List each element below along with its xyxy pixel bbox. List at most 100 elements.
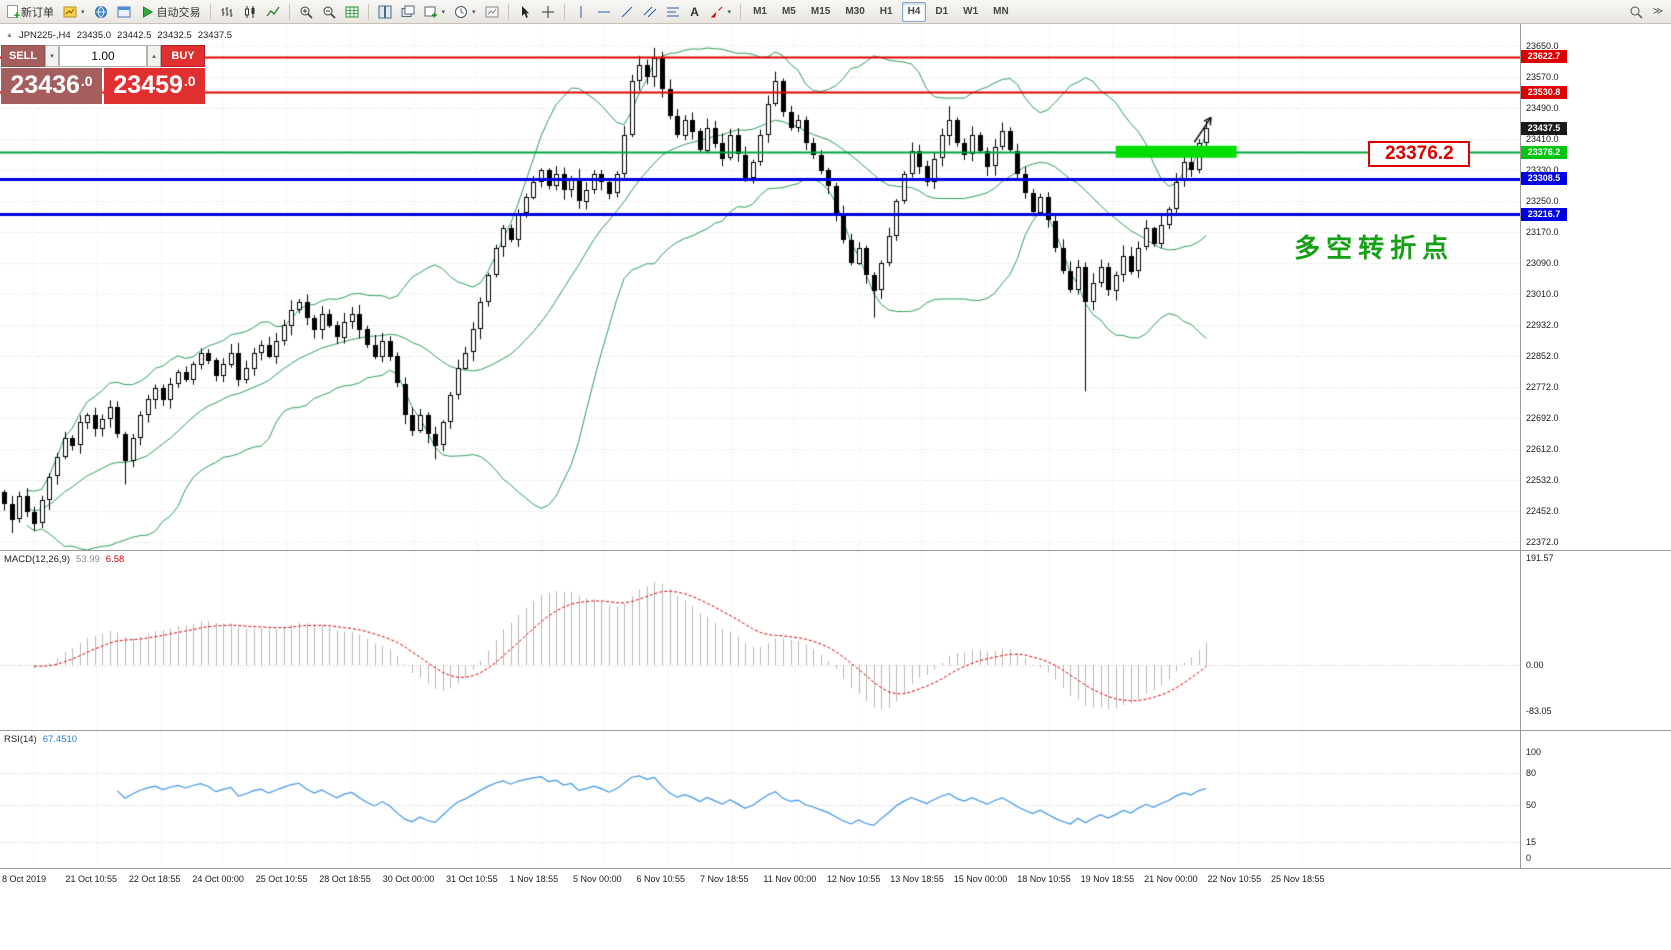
price-axis-label: 23170.0	[1526, 227, 1559, 238]
macd-panel-separator[interactable]	[0, 550, 1671, 551]
crosshair-button[interactable]	[537, 2, 559, 22]
volume-increase-button[interactable]: ▴	[147, 45, 161, 67]
symbol-label: JPN225-,H4	[18, 30, 71, 41]
ohlc-high: 23442.5	[117, 30, 152, 41]
rsi-name: RSI(14)	[4, 734, 37, 745]
sell-button[interactable]: SELL	[1, 45, 45, 67]
oneclick-trading-panel: SELL ▾ 1.00 ▴ BUY 23436 .0 23459 .0	[1, 45, 205, 104]
price-axis-label: 22452.0	[1526, 505, 1559, 516]
zoom-in-icon	[299, 5, 313, 19]
price-axis-label: 22932.0	[1526, 319, 1559, 330]
price-tag: 23437.5	[1521, 121, 1567, 135]
chart-ohlc-info: ▲ JPN225-,H4 23435.0 23442.5 23432.5 234…	[6, 30, 232, 41]
bar-chart-button[interactable]	[216, 2, 238, 22]
price-axis-label: 23410.0	[1526, 134, 1559, 145]
periods-button[interactable]: ▾	[450, 2, 480, 22]
trendline-icon	[620, 5, 634, 19]
new-chart-button[interactable]: ▾	[59, 2, 89, 22]
search-button[interactable]	[1625, 2, 1647, 22]
window-blue-icon	[117, 5, 131, 19]
cascade-windows-button[interactable]	[397, 2, 419, 22]
new-order-button-label: 新订单	[21, 6, 54, 19]
time-axis-label: 22 Nov 10:55	[1207, 874, 1262, 884]
price-tag: 23622.7	[1521, 50, 1567, 64]
arrows-button[interactable]: ▾	[706, 2, 736, 22]
dropdown-caret-icon: ▾	[472, 8, 476, 16]
refresh-chart-button[interactable]	[481, 2, 503, 22]
candlestick-chart-button[interactable]	[239, 2, 261, 22]
timeframe-m1-button[interactable]: M1	[753, 6, 767, 17]
tile-windows-button[interactable]	[374, 2, 396, 22]
buy-price-pips: .0	[183, 73, 196, 89]
timeframe-m5-button[interactable]: M5	[781, 6, 796, 17]
time-axis-label: 22 Oct 18:55	[128, 874, 181, 884]
rsi-panel-canvas[interactable]	[0, 731, 1520, 868]
time-axis-label: 30 Oct 00:00	[382, 874, 435, 884]
clock-icon	[454, 5, 468, 19]
buy-price-box[interactable]: 23459 .0	[104, 68, 205, 104]
expand-icon: ≫	[1652, 6, 1664, 17]
toolbar-separator	[507, 3, 509, 20]
oneclick-collapse-arrow[interactable]: ▲	[6, 32, 13, 39]
volume-input[interactable]: 1.00	[59, 45, 147, 67]
timeframe-w1-button[interactable]: W1	[963, 6, 979, 17]
price-tag: 23308.5	[1521, 172, 1567, 186]
timeframe-d1-button[interactable]: D1	[935, 6, 949, 17]
time-axis-label: 31 Oct 10:55	[446, 874, 498, 884]
pointer-icon	[518, 5, 532, 19]
zoom-out-button[interactable]	[318, 2, 340, 22]
pivot-point-label[interactable]: 多空转折点	[1294, 233, 1455, 264]
rsi-axis-label: 0	[1526, 853, 1532, 863]
indicators-button[interactable]	[341, 2, 363, 22]
autotrading-button[interactable]: 自动交易	[136, 2, 205, 22]
price-tag: 23530.8	[1521, 85, 1567, 99]
time-axis-label: 11 Nov 00:00	[763, 874, 817, 884]
buy-button[interactable]: BUY	[161, 45, 205, 67]
horizontal-line-button[interactable]	[593, 2, 615, 22]
more-tools-button[interactable]: ≫	[1648, 2, 1668, 22]
zoom-in-button[interactable]	[295, 2, 317, 22]
timeframe-h1-button[interactable]: H1	[879, 6, 893, 17]
line-chart-button[interactable]	[262, 2, 284, 22]
new-order-icon	[7, 5, 20, 22]
trendline-button[interactable]	[616, 2, 638, 22]
timeframe-mn-button[interactable]: MN	[993, 6, 1009, 17]
time-axis-label: 24 Oct 00:00	[192, 874, 244, 884]
timeframe-h4-button[interactable]: H4	[901, 1, 927, 22]
dropdown-caret-icon: ▾	[727, 8, 732, 16]
time-axis-label: 25 Nov 18:55	[1271, 874, 1325, 884]
globe-blue-icon	[94, 5, 108, 19]
price-callout-box[interactable]: 23376.2	[1368, 140, 1471, 168]
chart-window: ▲ JPN225-,H4 23435.0 23442.5 23432.5 234…	[0, 24, 1671, 950]
time-axis-label: 21 Oct 10:55	[65, 874, 117, 884]
data-window-button[interactable]	[113, 2, 135, 22]
price-axis-label: 22852.0	[1526, 350, 1559, 361]
zoom-out-icon	[322, 5, 336, 19]
cursor-button[interactable]	[514, 2, 536, 22]
play-green-icon	[140, 5, 154, 19]
chart-gray-icon	[485, 5, 499, 19]
macd-panel-canvas[interactable]	[0, 551, 1520, 729]
main-toolbar: 新订单 ▾ 自动交易 ▾ ▾ A ▾ M1 M5 M15 M30 H1 H4 D1 W1 MN ≫	[0, 0, 1671, 24]
rsi-axis-label: 80	[1526, 768, 1537, 779]
macd-axis-label: -83.05	[1526, 706, 1552, 717]
channel-button[interactable]	[639, 2, 661, 22]
volume-decrease-button[interactable]: ▾	[45, 45, 59, 67]
price-chart-canvas[interactable]	[0, 24, 1520, 550]
text-button[interactable]: A	[685, 2, 705, 22]
sell-price-box[interactable]: 23436 .0	[1, 68, 102, 104]
rsi-panel-separator[interactable]	[0, 730, 1671, 731]
profiles-button[interactable]	[90, 2, 112, 22]
macd-main-value: 53.99	[76, 554, 100, 565]
templates-button[interactable]: ▾	[420, 2, 450, 22]
timeframe-m15-button[interactable]: M15	[810, 6, 831, 17]
new-order-button[interactable]: 新订单	[3, 2, 58, 22]
toolbar-separator	[563, 3, 565, 20]
rsi-axis-label: 15	[1526, 837, 1537, 848]
macd-axis-label: 0.00	[1526, 660, 1544, 670]
chart-plus-icon	[424, 5, 438, 19]
timeframe-m30-button[interactable]: M30	[845, 6, 865, 17]
fibonacci-button[interactable]	[662, 2, 684, 22]
vertical-line-button[interactable]	[570, 2, 592, 22]
